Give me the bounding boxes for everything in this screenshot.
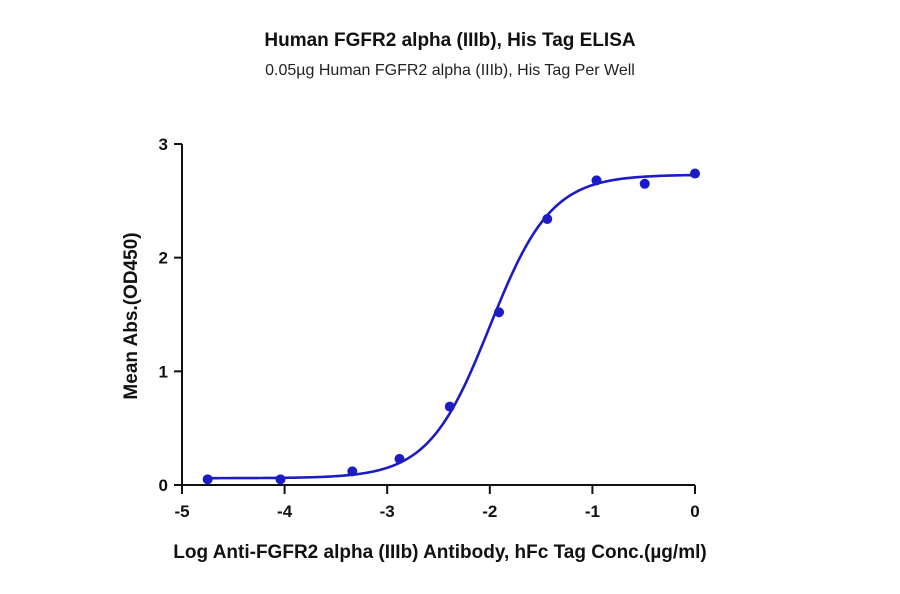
x-axis-title: Log Anti-FGFR2 alpha (IIIb) Antibody, hF… xyxy=(173,542,706,563)
chart-subtitle: 0.05µg Human FGFR2 alpha (IIIb), His Tag… xyxy=(265,62,635,79)
y-tick-label: 3 xyxy=(159,135,168,154)
data-point xyxy=(202,474,213,485)
chart-title: Human FGFR2 alpha (IIIb), His Tag ELISA xyxy=(264,30,636,51)
data-points xyxy=(202,168,700,485)
data-point xyxy=(394,453,405,464)
x-tick-label: 0 xyxy=(690,502,699,521)
x-tick-label: -2 xyxy=(482,502,497,521)
data-point xyxy=(347,466,358,477)
y-tick-label: 1 xyxy=(159,362,168,381)
y-tick-label: 2 xyxy=(159,249,168,268)
data-point xyxy=(275,474,286,485)
x-tick-label: -5 xyxy=(174,502,189,521)
data-point xyxy=(444,401,455,412)
x-tick-label: -4 xyxy=(277,502,293,521)
fit-curve xyxy=(207,173,696,480)
data-point xyxy=(690,168,700,179)
data-point xyxy=(591,175,602,186)
x-tick-label: -3 xyxy=(380,502,395,521)
data-point xyxy=(542,214,553,225)
data-point xyxy=(639,178,650,189)
y-axis-title: Mean Abs.(OD450) xyxy=(121,232,142,399)
axes: 0 1 2 3 -5 -4 -3 -2 -1 0 xyxy=(159,135,700,521)
data-point xyxy=(494,307,505,318)
x-tick-label: -1 xyxy=(585,502,600,521)
y-tick-label: 0 xyxy=(159,476,168,495)
